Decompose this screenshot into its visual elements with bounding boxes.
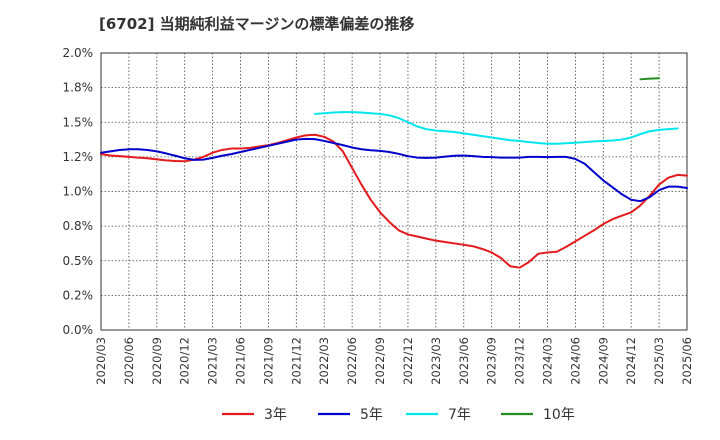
x-tick-label: 2020/12 [178, 337, 192, 385]
y-tick-label: 0.2% [63, 288, 94, 302]
x-tick-label: 2021/06 [234, 337, 248, 385]
x-tick-label: 2020/03 [94, 337, 108, 385]
x-tick-label: 2024/03 [540, 337, 554, 385]
x-tick-label: 2022/09 [373, 337, 387, 385]
y-tick-label: 1.8% [63, 81, 94, 95]
y-tick-label: 0.8% [63, 219, 94, 233]
x-tick-label: 2024/09 [596, 337, 610, 385]
x-tick-label: 2024/06 [568, 337, 582, 385]
x-tick-label: 2020/09 [150, 337, 164, 385]
x-tick-label: 2021/03 [206, 337, 220, 385]
x-tick-label: 2021/09 [261, 337, 275, 385]
x-tick-label: 2023/12 [513, 337, 527, 385]
y-tick-label: 1.0% [63, 185, 94, 199]
x-tick-label: 2023/09 [485, 337, 499, 385]
y-tick-label: 0.5% [63, 254, 94, 268]
x-tick-label: 2024/12 [624, 337, 638, 385]
series-line-5年 [100, 137, 688, 203]
series-line-7年 [313, 111, 679, 145]
x-tick-label: 2023/06 [457, 337, 471, 385]
x-axis-ticks: 2020/03 2020/06 2020/09 2020/12 2021/03 2021/… [94, 337, 694, 385]
x-tick-label: 2022/06 [345, 337, 359, 385]
legend-label: 10年 [543, 407, 575, 423]
x-tick-label: 2022/03 [317, 337, 331, 385]
x-tick-label: 2025/06 [680, 337, 694, 385]
legend-label: 5年 [360, 407, 383, 423]
series-line-3年 [100, 133, 688, 269]
x-tick-label: 2023/03 [429, 337, 443, 385]
y-axis-ticks: 2.0% 1.8% 1.5% 1.2% 1.0% 0.8% 0.5% 0.2% 0.0% [63, 46, 94, 337]
y-tick-label: 1.2% [63, 150, 94, 164]
series-line-10年 [639, 77, 661, 81]
x-tick-label: 2022/12 [401, 337, 415, 385]
y-tick-label: 0.0% [63, 323, 94, 337]
series-layer [100, 77, 688, 269]
y-tick-label: 1.5% [63, 115, 94, 129]
grid-layer [101, 53, 687, 330]
plot-area-frame [100, 52, 688, 331]
legend-label: 7年 [448, 407, 471, 423]
x-tick-label: 2025/03 [652, 337, 666, 385]
legend-label: 3年 [264, 407, 287, 423]
x-tick-label: 2020/06 [122, 337, 136, 385]
chart-title: [6702] 当期純利益マージンの標準偏差の推移 [99, 15, 415, 33]
y-tick-label: 2.0% [63, 46, 94, 60]
legend: 3年 5年 7年 10年 [222, 407, 575, 423]
x-tick-label: 2021/12 [289, 337, 303, 385]
